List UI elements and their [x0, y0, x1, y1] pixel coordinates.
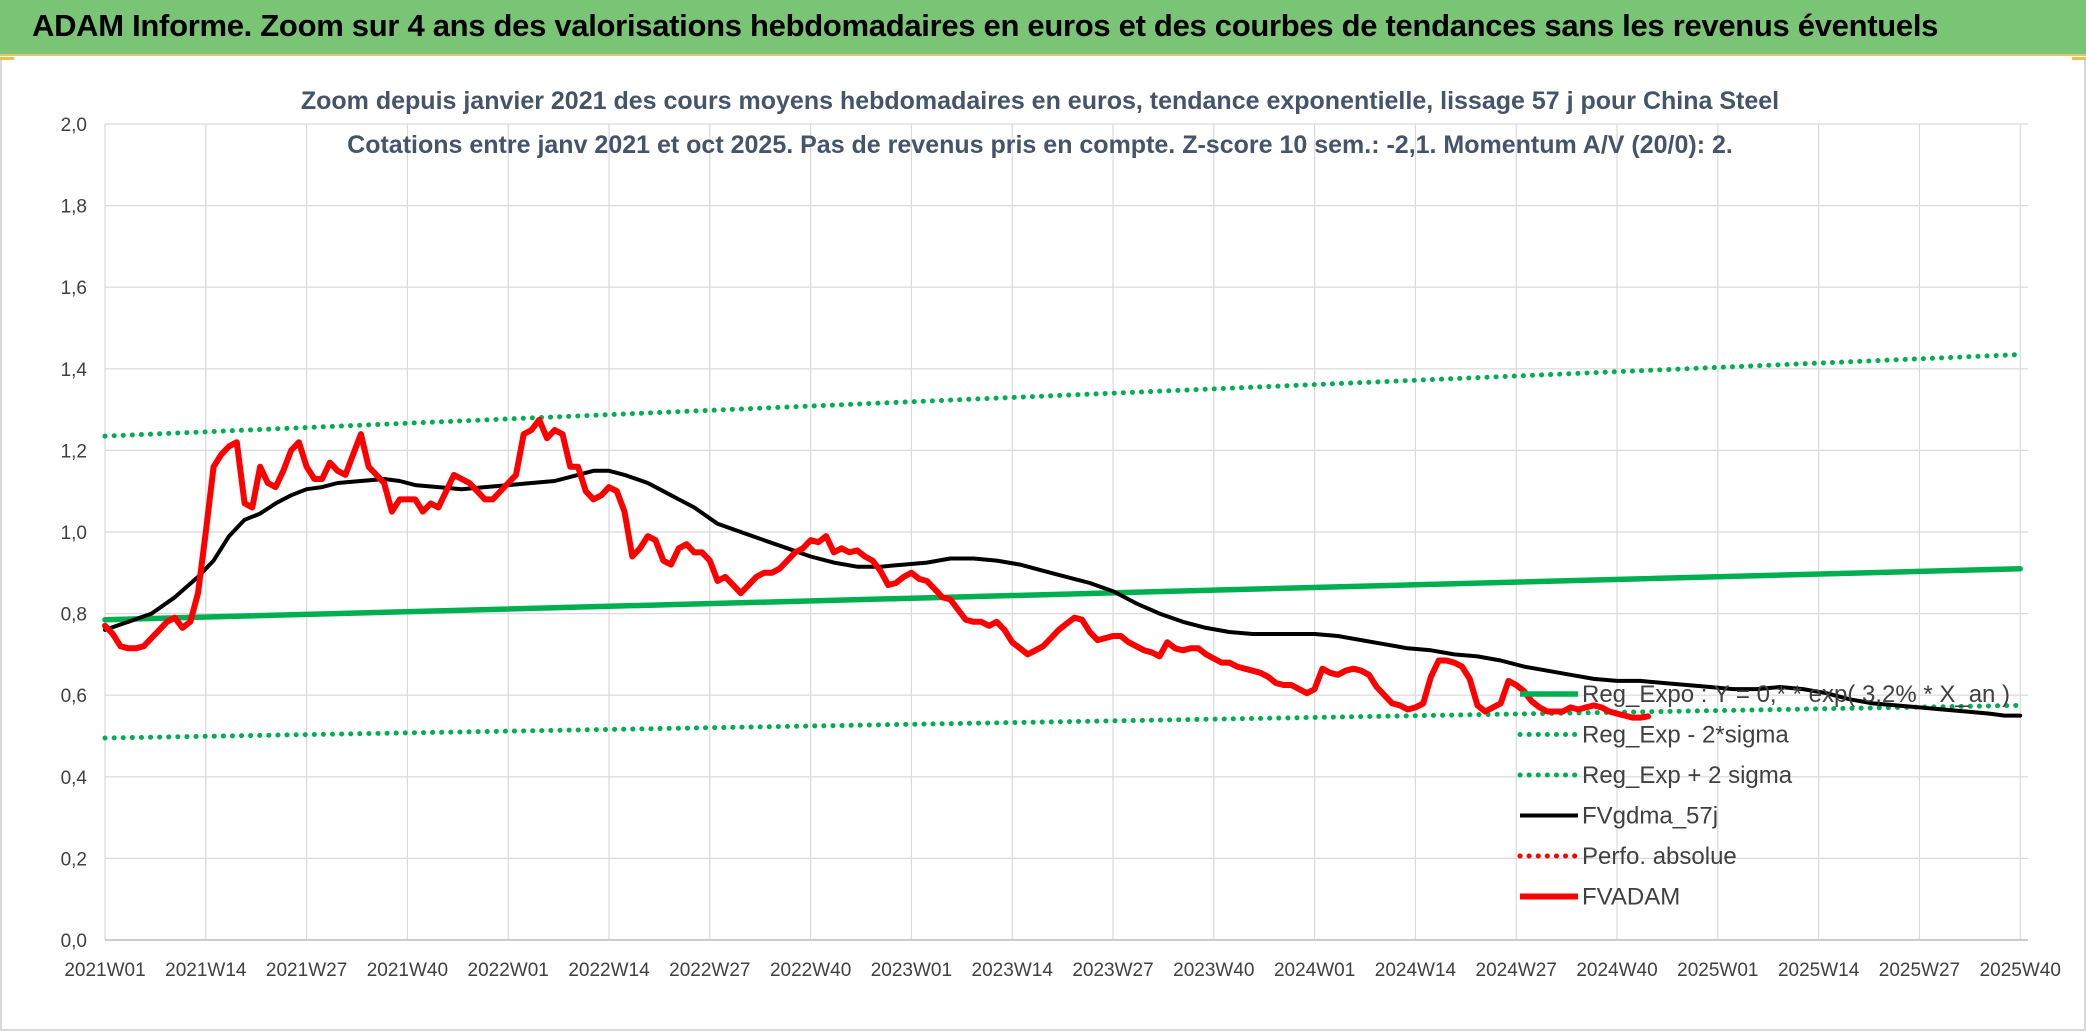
y-tick-label: 0,8	[61, 605, 87, 626]
report-title: ADAM Informe. Zoom sur 4 ans des valoris…	[32, 8, 1939, 43]
x-tick-label: 2025W40	[1980, 960, 2061, 981]
x-tick-label: 2024W40	[1576, 960, 1657, 981]
legend-label: FVADAM	[1582, 884, 1680, 911]
y-tick-label: 0,2	[61, 849, 87, 870]
y-tick-label: 1,6	[61, 278, 87, 299]
x-tick-label: 2021W01	[64, 960, 145, 981]
chart-title: Zoom depuis janvier 2021 des cours moyen…	[301, 87, 1779, 159]
x-tick-label: 2022W14	[568, 960, 650, 981]
series-line	[103, 468, 2023, 718]
frame-corner-left	[0, 57, 14, 60]
series-line	[102, 565, 2023, 623]
grid-lines	[104, 123, 2028, 941]
legend-label: Reg_Exp - 2*sigma	[1582, 722, 1789, 749]
x-axis-ticks: 2021W01 2021W14 2021W27 2021W40 2022W01 2022W…	[64, 960, 2061, 981]
x-tick-label: 2021W14	[165, 960, 247, 981]
x-tick-label: 2025W14	[1778, 960, 1860, 981]
series-line	[102, 416, 1652, 721]
legend-label: Reg_Expo : Y = 0,* * exp( 3,2% * X_an )	[1582, 681, 2010, 708]
y-tick-label: 1,8	[61, 197, 87, 218]
x-tick-label: 2023W40	[1173, 960, 1254, 981]
series-line	[102, 702, 2023, 741]
x-tick-label: 2021W27	[266, 960, 347, 981]
x-tick-label: 2024W14	[1375, 960, 1457, 981]
x-tick-label: 2023W27	[1072, 960, 1153, 981]
x-tick-label: 2022W27	[669, 960, 750, 981]
x-tick-label: 2021W40	[367, 960, 448, 981]
frame-corner-right	[2072, 57, 2086, 60]
y-axis-ticks: 0,0 0,2 0,4 0,6 0,8 1,0 1,2 1,4 1,6 1,8 2,0	[61, 115, 88, 952]
x-tick-label: 2023W14	[972, 960, 1054, 981]
y-tick-label: 1,0	[61, 523, 87, 544]
x-tick-label: 2025W27	[1879, 960, 1960, 981]
y-tick-label: 1,4	[61, 360, 88, 381]
legend-label: Reg_Exp + 2 sigma	[1582, 762, 1793, 789]
y-tick-label: 0,0	[61, 931, 87, 952]
y-tick-label: 2,0	[61, 115, 87, 136]
legend-label: FVgdma_57j	[1582, 803, 1718, 830]
header-banner: ADAM Informe. Zoom sur 4 ans des valoris…	[0, 0, 2086, 56]
x-tick-label: 2022W40	[770, 960, 851, 981]
y-tick-label: 0,6	[61, 686, 87, 707]
legend-label: Perfo. absolue	[1582, 843, 1737, 870]
x-tick-label: 2025W01	[1677, 960, 1758, 981]
chart-title-line-2: Cotations entre janv 2021 et oct 2025. P…	[347, 131, 1733, 159]
x-tick-label: 2022W01	[468, 960, 549, 981]
x-tick-label: 2024W01	[1274, 960, 1355, 981]
y-tick-label: 0,4	[61, 768, 88, 789]
chart-title-line-1: Zoom depuis janvier 2021 des cours moyen…	[301, 87, 1779, 115]
x-tick-label: 2023W01	[871, 960, 952, 981]
legend: Reg_Expo : Y = 0,* * exp( 3,2% * X_an ) R…	[1517, 681, 2010, 911]
chart-frame	[0, 58, 2086, 1031]
series-lines	[102, 352, 2023, 741]
y-tick-label: 1,2	[61, 441, 87, 462]
x-tick-label: 2024W27	[1476, 960, 1557, 981]
series-line	[102, 352, 2023, 439]
